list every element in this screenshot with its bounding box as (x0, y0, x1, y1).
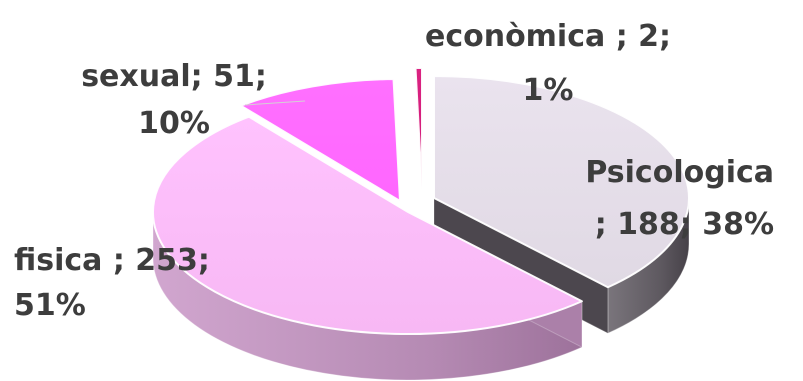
data-label-psicologica-line-1: Psicologica (585, 155, 774, 190)
data-label-psicologica: Psicologica ; 188; 38% (585, 155, 774, 242)
data-label-fisica-line-2: 51% (14, 288, 86, 323)
pie-slice-fisica (152, 115, 583, 335)
pie-label-layer: Psicologica ; 188; 38% fisica ; 253; 51% sex… (14, 19, 774, 323)
data-label-sexual-line-2: 10% (138, 106, 210, 141)
data-label-fisica-line-1: fisica ; 253; (14, 243, 210, 278)
pie-top-layer (152, 67, 690, 335)
pie-slice-psicologica (433, 75, 690, 289)
pie-slice-economica (414, 67, 423, 191)
data-label-economica: econòmica ; 2; 1% (425, 19, 671, 108)
data-label-sexual-line-1: sexual; 51; (81, 59, 267, 94)
pie-slice-sexual (239, 78, 401, 202)
data-label-sexual: sexual; 51; 10% (81, 59, 267, 141)
data-label-fisica: fisica ; 253; 51% (14, 243, 210, 323)
leader-line-sexual (244, 100, 306, 106)
data-label-economica-line-2: 1% (523, 73, 574, 108)
data-label-psicologica-line-2: ; 188; 38% (595, 207, 774, 242)
data-label-economica-line-1: econòmica ; 2; (425, 19, 671, 54)
